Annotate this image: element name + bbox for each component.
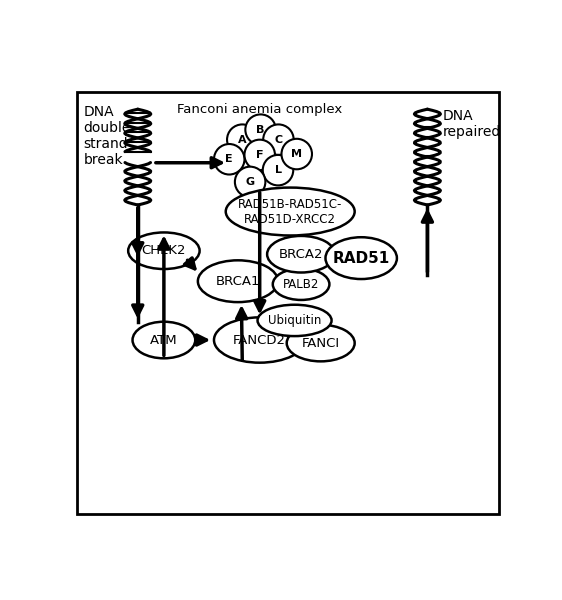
Text: ATM: ATM	[150, 334, 178, 347]
Circle shape	[214, 144, 244, 175]
Text: CHEK2: CHEK2	[142, 244, 186, 257]
Ellipse shape	[287, 325, 355, 361]
Text: DNA
double-
strand
break: DNA double- strand break	[83, 105, 135, 167]
Ellipse shape	[267, 236, 335, 272]
Text: M: M	[291, 149, 302, 159]
Text: DNA
repaired: DNA repaired	[443, 109, 501, 139]
Circle shape	[227, 124, 257, 155]
Ellipse shape	[214, 317, 306, 362]
Text: Ubiquitin: Ubiquitin	[268, 314, 321, 327]
Text: C: C	[274, 134, 283, 145]
Ellipse shape	[325, 237, 397, 279]
Text: BRCA1: BRCA1	[216, 275, 260, 288]
Ellipse shape	[273, 269, 329, 300]
Circle shape	[282, 139, 312, 169]
Text: B: B	[256, 125, 265, 134]
Text: PALB2: PALB2	[283, 278, 319, 291]
Ellipse shape	[133, 322, 195, 358]
Circle shape	[263, 155, 293, 185]
Text: G: G	[246, 177, 255, 187]
Text: E: E	[225, 154, 233, 164]
Circle shape	[235, 167, 265, 197]
Text: L: L	[274, 165, 282, 175]
Ellipse shape	[226, 188, 355, 235]
Ellipse shape	[257, 305, 332, 336]
Text: Fanconi anemia complex: Fanconi anemia complex	[177, 103, 342, 116]
Text: F: F	[256, 150, 264, 160]
Text: FANCD2: FANCD2	[233, 334, 286, 347]
Text: FANCI: FANCI	[302, 337, 340, 350]
Text: A: A	[238, 134, 247, 145]
Circle shape	[263, 124, 294, 155]
Circle shape	[244, 140, 275, 170]
Circle shape	[246, 115, 276, 145]
FancyBboxPatch shape	[77, 92, 499, 514]
Ellipse shape	[128, 232, 200, 269]
Text: BRCA2: BRCA2	[279, 248, 323, 261]
Text: RAD51: RAD51	[333, 251, 390, 266]
Text: RAD51B-RAD51C-
RAD51D-XRCC2: RAD51B-RAD51C- RAD51D-XRCC2	[238, 197, 342, 226]
Ellipse shape	[198, 260, 278, 302]
